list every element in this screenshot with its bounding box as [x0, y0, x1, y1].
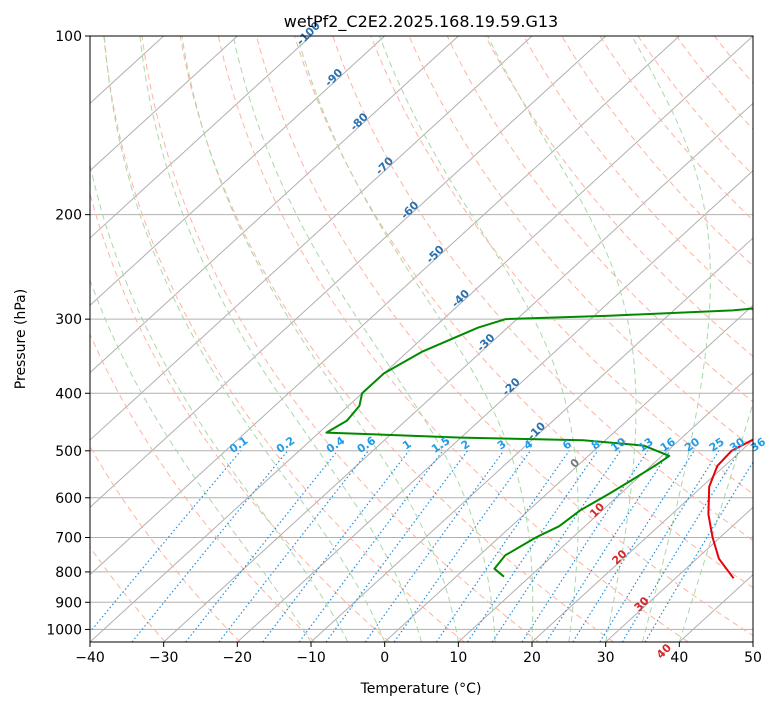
x-tick-label: 10 [449, 650, 467, 666]
dry-adiabat [370, 36, 753, 495]
dry-adiabat [256, 36, 753, 637]
axis-ticks: −40 −30 −20 −10 0 10 20 30 40 50 100 200 300 400 500 60… [46, 29, 762, 666]
mixing-ratio-line [325, 450, 468, 642]
mixing-ratio-line [545, 450, 671, 642]
moist-adiabat [181, 36, 459, 642]
skewed-isotherm [90, 36, 753, 642]
mixing-ratio-line [435, 450, 570, 642]
y-tick-label: 200 [55, 208, 82, 224]
moist-adiabat [103, 36, 386, 642]
plot-frame [89, 35, 754, 643]
x-tick-label: 0 [380, 650, 389, 666]
x-tick-label: 50 [744, 650, 762, 666]
mixing-ratio-line [467, 450, 599, 642]
y-tick-label: 300 [55, 312, 82, 328]
x-tick-label: 30 [597, 650, 615, 666]
dry-adiabat [523, 36, 753, 312]
moist-adiabat [232, 36, 496, 642]
moist-adiabat [296, 36, 534, 642]
y-tick-label: 900 [55, 595, 82, 611]
skewed-isotherm [457, 371, 753, 642]
mixing-ratio-line [131, 450, 289, 642]
x-tick-label: 20 [523, 650, 541, 666]
mixing-ratio-line [185, 450, 339, 642]
mixing-ratio-line [521, 450, 649, 642]
dry-adiabat [408, 36, 753, 449]
moist-adiabat [631, 36, 711, 642]
dry-adiabat [332, 36, 753, 542]
y-tick-label: 600 [55, 491, 82, 507]
y-tick-label: 500 [55, 444, 82, 460]
y-tick-label: 700 [55, 531, 82, 547]
dry-adiabat [217, 36, 689, 642]
mixing-ratio-line [393, 450, 531, 642]
y-tick-label: 100 [55, 29, 82, 45]
mixing-ratio-line [491, 450, 621, 642]
dry-adiabat [90, 191, 390, 642]
dry-adiabat [179, 36, 614, 642]
y-tick-label: 400 [55, 386, 82, 402]
skewed-isotherm [90, 36, 607, 509]
mixing-ratio-line [90, 450, 242, 633]
dewpoint-profile-line [325, 307, 753, 578]
skewed-isotherm [90, 36, 459, 374]
mixing-ratio-line [572, 450, 695, 642]
mixing-ratio-line [621, 450, 740, 642]
skewed-isotherm [310, 237, 753, 642]
moist-adiabat [678, 401, 753, 642]
mixing-ratio-line [262, 450, 410, 642]
skewed-isotherm [163, 102, 753, 642]
skewed-isotherm [90, 36, 386, 307]
dry-adiabat [141, 36, 540, 642]
x-tick-label: −30 [149, 650, 179, 666]
background-lines [90, 36, 753, 642]
chart-title: wetPf2_C2E2.2025.168.19.59.G13 [284, 12, 558, 32]
skewed-isotherm [90, 36, 238, 172]
skewed-isotherm [605, 506, 753, 642]
temperature-profile-line [707, 438, 753, 579]
skewed-isotherm [236, 169, 753, 642]
mixing-ratio-line [364, 450, 505, 642]
dry-adiabat [484, 36, 753, 357]
x-tick-label: −10 [296, 650, 326, 666]
mixing-ratio-line [644, 461, 753, 642]
skewed-isotherm [531, 439, 753, 642]
y-axis-label: Pressure (hPa) [13, 289, 29, 389]
skewed-isotherm [90, 36, 533, 441]
moist-adiabat [139, 36, 422, 642]
x-tick-label: 40 [670, 650, 688, 666]
skewed-isotherm [90, 36, 312, 239]
data-series [325, 307, 753, 579]
mixing-ratio-line [298, 450, 444, 642]
skewed-isotherm [90, 36, 680, 576]
y-tick-label: 1000 [46, 622, 82, 638]
x-tick-label: −20 [223, 650, 253, 666]
dry-adiabat [90, 546, 166, 642]
x-tick-label: −40 [75, 650, 105, 666]
y-tick-label: 800 [55, 565, 82, 581]
dry-adiabat [103, 36, 465, 642]
skewed-isotherm [384, 304, 753, 642]
moist-adiabat [90, 162, 349, 642]
x-axis-label: Temperature (°C) [360, 681, 482, 697]
moist-adiabat [379, 36, 579, 642]
dry-adiabat [446, 36, 753, 403]
moist-adiabat [487, 36, 637, 642]
